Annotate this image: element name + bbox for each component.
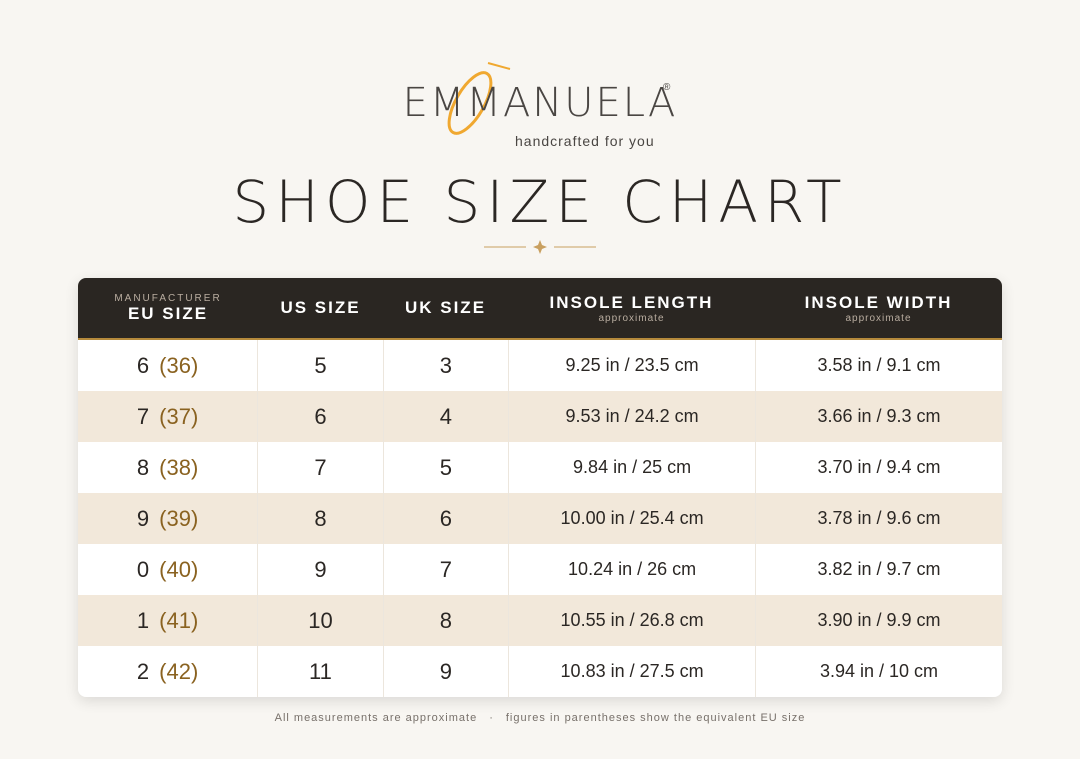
table-cell: 9.25 in / 23.5 cm [509,340,757,391]
footer-note: · [489,712,494,724]
table-cell: 9 [384,646,510,697]
size-cell: 9 (39) [78,493,259,544]
header-cell: INSOLE WIDTH approximate [755,278,1002,338]
table-cell: 9.53 in / 24.2 cm [509,391,757,442]
title: SHOE SIZE CHART [232,168,848,236]
registered-mark: ® [663,82,671,93]
size-cell: 2 (42) [78,646,259,697]
header-sublabel: approximate [598,312,665,324]
size-cell: 8 (38) [78,442,259,493]
header-sublabel: approximate [845,312,912,324]
footer-note: figures in parentheses show the equivale… [505,712,806,724]
table-cell: 9.84 in / 25 cm [509,442,757,493]
table-cell: 9 [258,544,384,595]
table-row: 6 (36) 5 3 9.25 in / 23.5 cm 3.58 in / 9.1 cm [78,340,1002,391]
header-cell: US SIZE [258,278,383,338]
table-cell: 5 [258,340,384,391]
table-cell: 5 [384,442,510,493]
table-cell: 3.58 in / 9.1 cm [817,355,941,375]
footer-note: All measurements are approximate [274,712,478,724]
header-overline: MANUFACTURER [114,292,222,304]
manufacturer-size: 9 [136,505,150,531]
manufacturer-size: 7 [136,403,150,429]
table-cell: 7 [258,442,384,493]
size-cell: 1 (41) [78,595,259,646]
size-cell: 7 (37) [78,391,259,442]
eu-size: (38) [159,454,199,480]
table-cell: 8 [258,493,384,544]
manufacturer-size: 2 [136,658,150,684]
table-row: 0 (40) 9 7 10.24 in / 26 cm 3.82 in / 9.7 cm [78,544,1002,595]
eu-size: (40) [159,556,199,582]
table-cell: 3.90 in / 9.9 cm [817,610,941,630]
table-cell: 3.82 in / 9.7 cm [817,559,941,579]
table-cell: 6 [258,391,384,442]
table-row: 8 (38) 7 5 9.84 in / 25 cm 3.70 in / 9.4 cm [78,442,1002,493]
divider [484,240,596,254]
header-label: UK SIZE [404,298,487,317]
table-cell: 7 [384,544,510,595]
manufacturer-size: 6 [136,352,150,378]
logo-swoosh [447,62,511,135]
size-table: MANUFACTURER EU SIZE US SIZE UK SIZE INSOLE … [78,278,1002,697]
table-cell: 3.70 in / 9.4 cm [817,457,941,477]
manufacturer-size: 8 [136,454,150,480]
manufacturer-size: 0 [136,556,150,582]
eu-size: (41) [159,607,199,633]
manufacturer-size: 1 [136,607,150,633]
table-row: 7 (37) 6 4 9.53 in / 24.2 cm 3.66 in / 9.3 cm [78,391,1002,442]
table-cell: 4 [384,391,510,442]
header-row: MANUFACTURER EU SIZE US SIZE UK SIZE INSOLE … [78,278,1002,340]
table-cell: 3.66 in / 9.3 cm [817,406,941,426]
table-cell: 3.78 in / 9.6 cm [817,508,941,528]
header-label: INSOLE WIDTH [804,292,953,312]
table-cell: 10.83 in / 27.5 cm [509,646,757,697]
tagline: handcrafted for you [515,133,655,149]
table-cell: 11 [258,646,384,697]
brand: EMMANUELA [402,80,678,126]
header-label: EU SIZE [127,303,209,323]
header-cell: MANUFACTURER EU SIZE [78,278,258,338]
eu-size: (39) [159,505,199,531]
table-cell: 8 [384,595,510,646]
table-cell: 10.24 in / 26 cm [509,544,757,595]
eu-size: (36) [159,352,199,378]
eu-size: (42) [159,658,199,684]
size-cell: 0 (40) [78,544,259,595]
table-cell: 3.94 in / 10 cm [819,661,939,681]
table-cell: 10.00 in / 25.4 cm [509,493,757,544]
size-cell: 6 (36) [78,340,259,391]
table-cell: 10.55 in / 26.8 cm [509,595,757,646]
table-cell: 6 [384,493,510,544]
table-cell: 10 [258,595,384,646]
footer: All measurements are approximate · figures… [0,712,1080,724]
eu-size: (37) [159,403,199,429]
table-row: 1 (41) 10 8 10.55 in / 26.8 cm 3.90 in / 9.9 … [78,595,1002,646]
header-cell: INSOLE LENGTH approximate [508,278,755,338]
table-cell: 3 [384,340,510,391]
table-row: 9 (39) 8 6 10.00 in / 25.4 cm 3.78 in / 9.6 c… [78,493,1002,544]
header-label: INSOLE LENGTH [549,292,714,312]
header-cell: UK SIZE [383,278,508,338]
table-row: 2 (42) 11 9 10.83 in / 27.5 cm 3.94 in / 10 c… [78,646,1002,697]
header-label: US SIZE [280,298,361,317]
